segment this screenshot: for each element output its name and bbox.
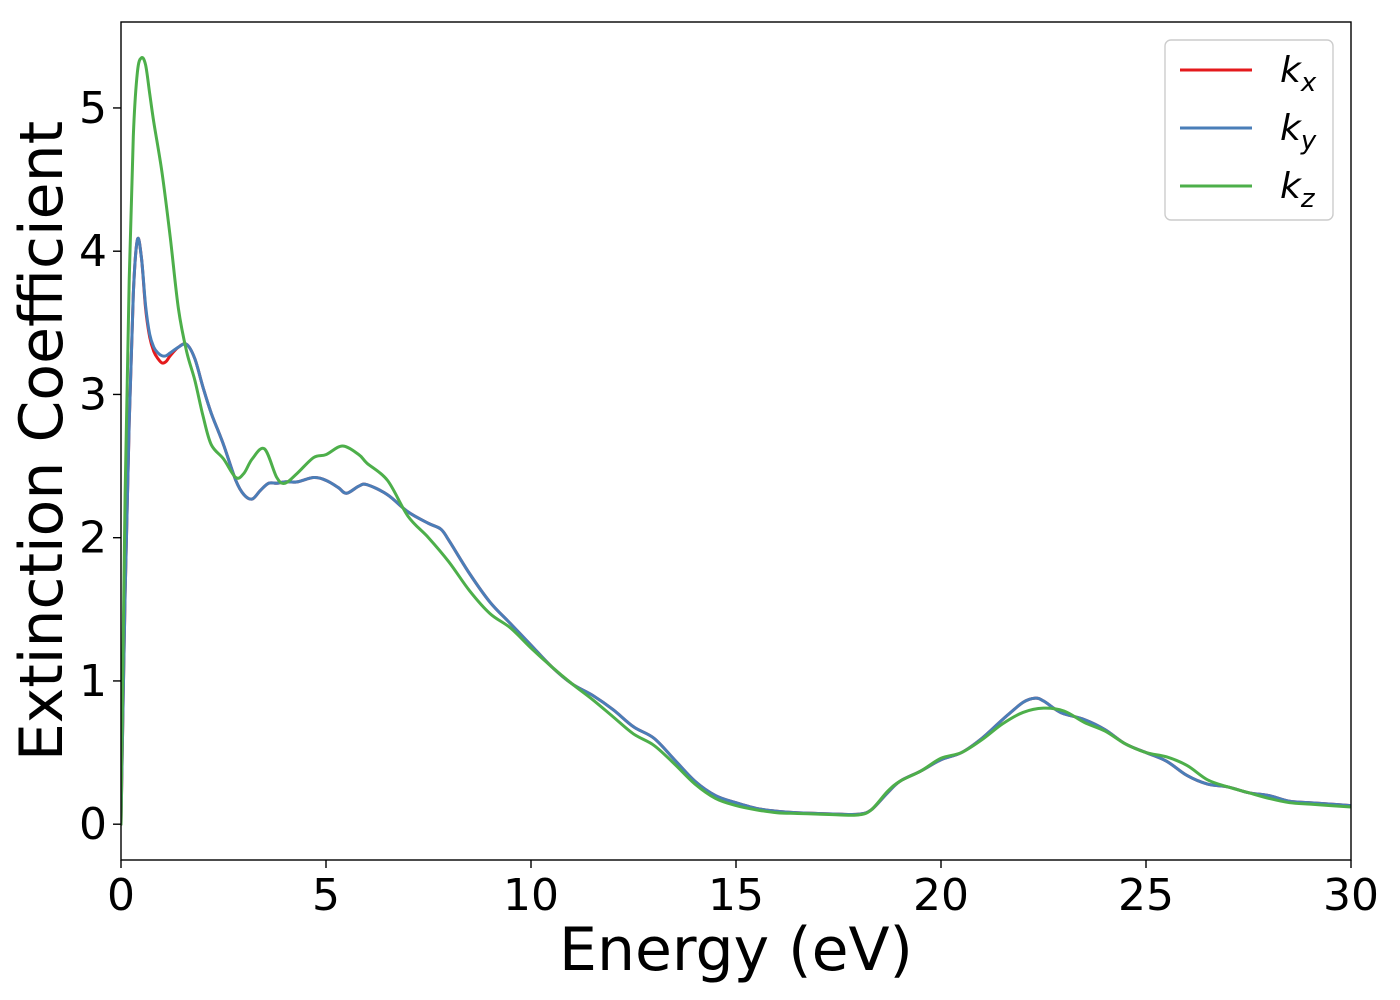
legend-frame — [1164, 39, 1334, 221]
y-tick-label: 1 — [79, 656, 107, 707]
legend-label-x: kx — [1280, 50, 1317, 98]
x-tick-label: 25 — [1118, 870, 1174, 921]
y-tick-label: 3 — [79, 369, 107, 420]
y-tick-label: 4 — [79, 226, 107, 277]
legend-label-y: ky — [1280, 108, 1317, 156]
x-tick-label: 20 — [913, 870, 969, 921]
x-tick-label: 5 — [312, 870, 340, 921]
y-tick-label: 2 — [79, 513, 107, 564]
series-layer — [121, 56, 1351, 826]
y-axis: 0 1 2 3 4 5 — [79, 83, 121, 850]
x-axis-label: Energy (eV) — [559, 915, 913, 985]
x-tick-label: 10 — [503, 870, 559, 921]
y-tick-label: 5 — [79, 83, 107, 134]
x-axis: 0 5 10 15 20 25 30 — [107, 860, 1379, 921]
y-tick-label: 0 — [79, 799, 107, 850]
legend: kx ky kz — [1164, 39, 1334, 221]
x-tick-label: 30 — [1323, 870, 1379, 921]
y-axis-label: Extinction Coefficient — [7, 121, 77, 761]
x-tick-label: 15 — [708, 870, 764, 921]
x-tick-label: 0 — [107, 870, 135, 921]
series-line-y — [121, 236, 1351, 826]
series-line-z — [121, 56, 1351, 826]
legend-label-z: kz — [1280, 166, 1316, 214]
